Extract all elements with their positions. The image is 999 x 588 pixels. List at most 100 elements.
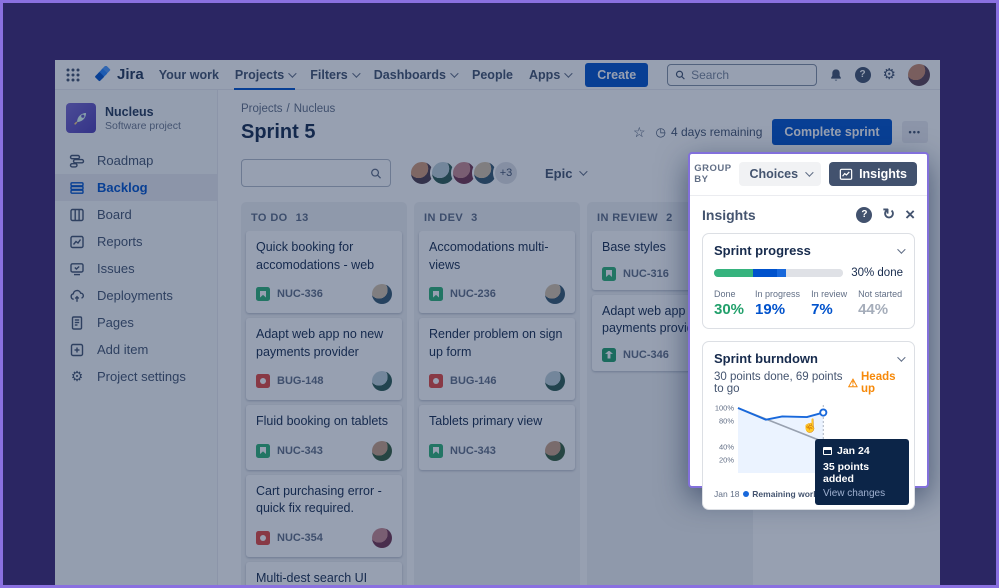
nav-item-dashboards[interactable]: Dashboards (373, 60, 459, 90)
stat-in-progress: In progress 19% (755, 289, 801, 318)
notifications-bell-icon[interactable] (829, 68, 843, 82)
project-header[interactable]: Nucleus Software project (55, 90, 217, 147)
nav-item-people[interactable]: People (472, 67, 514, 82)
calendar-icon (823, 447, 832, 455)
page-title: Sprint 5 (241, 120, 316, 143)
refresh-icon[interactable]: ↻ (882, 206, 896, 223)
search-icon (675, 70, 685, 80)
help-icon[interactable]: ? (854, 66, 871, 83)
jira-app-window: Jira Your work Projects Filters Dashboar… (55, 60, 940, 585)
issue-card[interactable]: Fluid booking on tablets NUC-343 (246, 405, 402, 470)
epic-filter-dropdown[interactable]: Epic (545, 166, 589, 181)
nav-item-your-work[interactable]: Your work (158, 67, 219, 82)
user-avatar[interactable] (908, 63, 930, 86)
create-button[interactable]: Create (585, 62, 649, 87)
backlog-icon (70, 181, 84, 194)
breadcrumb-projects[interactable]: Projects (241, 103, 283, 115)
avatar[interactable] (545, 371, 565, 391)
issue-card[interactable]: Quick booking for accomodations - web NU… (246, 231, 402, 313)
clock-icon: ◷ (655, 125, 666, 139)
global-search[interactable] (666, 63, 817, 86)
avatar-overflow-badge[interactable]: +3 (493, 160, 519, 186)
column-header: TO DO 13 (251, 212, 309, 224)
sidebar-item-backlog[interactable]: Backlog (55, 174, 217, 201)
project-type: Software project (105, 119, 181, 132)
group-by-dropdown[interactable]: Choices (739, 162, 822, 186)
burndown-subtitle: 30 points done, 69 points to go (714, 371, 843, 395)
avatar[interactable] (545, 284, 565, 304)
insights-toggle-button[interactable]: Insights (829, 162, 917, 186)
sidebar-item-add-item[interactable]: Add item (55, 336, 217, 363)
sprint-progress-bar (714, 269, 844, 277)
issue-card[interactable]: Render problem on sign up form BUG-146 (419, 318, 575, 400)
issue-card[interactable]: Adapt web app no new payments provider B… (246, 318, 402, 400)
project-avatar-rocket-icon (66, 103, 96, 133)
board-search-input[interactable] (250, 166, 371, 180)
assignee-avatars: +3 (409, 160, 519, 186)
nav-item-filters[interactable]: Filters (309, 60, 361, 90)
nav-item-apps[interactable]: Apps (528, 60, 573, 90)
story-icon (256, 443, 270, 458)
sidebar: Nucleus Software project Roadmap Backlog (55, 90, 218, 585)
issue-card[interactable]: Tablets primary view NUC-343 (419, 405, 575, 470)
sidebar-item-board[interactable]: Board (55, 201, 217, 228)
settings-gear-icon[interactable]: ⚙ (882, 66, 896, 83)
svg-text:40%: 40% (719, 443, 734, 452)
sidebar-item-roadmap[interactable]: Roadmap (55, 147, 217, 174)
heads-up-alert[interactable]: ⚠ Heads up (847, 371, 896, 395)
progress-segment-not-started (786, 269, 844, 277)
view-changes-link[interactable]: View changes (823, 488, 886, 499)
progress-stat-value: 30% (714, 301, 745, 318)
sprint-progress-card: Sprint progress 30% done Done 30% In pro… (702, 233, 915, 329)
issue-card[interactable]: Accomodations multi-views NUC-236 (419, 231, 575, 313)
star-icon[interactable]: ☆ (632, 124, 646, 140)
sidebar-item-reports[interactable]: Reports (55, 228, 217, 255)
help-icon[interactable]: ? (856, 206, 873, 223)
app-switcher-icon[interactable] (65, 67, 81, 83)
board-search[interactable] (241, 159, 391, 187)
sidebar-item-deployments[interactable]: Deployments (55, 282, 217, 309)
issue-card[interactable]: Multi-dest search UI web NUC-338 (246, 561, 402, 585)
issues-icon (70, 262, 84, 275)
column-header: IN REVIEW 2 (597, 212, 673, 224)
project-name: Nucleus (105, 104, 154, 119)
sprint-burndown-card: Sprint burndown 30 points done, 69 point… (702, 341, 915, 510)
breadcrumb: Projects / Nucleus (241, 103, 336, 115)
chevron-down-icon (805, 168, 814, 177)
breadcrumb-nucleus[interactable]: Nucleus (293, 103, 336, 115)
avatar[interactable] (372, 371, 392, 391)
stat-not-started: Not started 44% (858, 289, 903, 318)
sidebar-item-issues[interactable]: Issues (55, 255, 217, 282)
chevron-down-icon[interactable] (897, 244, 906, 254)
jira-logo-icon (95, 66, 111, 82)
more-actions-button[interactable]: ••• (901, 121, 928, 143)
nav-item-projects[interactable]: Projects (233, 60, 297, 90)
improvement-icon (602, 347, 616, 362)
board-columns: TO DO 13 Quick booking for accomodations … (241, 202, 940, 585)
avatar[interactable] (372, 527, 392, 548)
column-todo: TO DO 13 Quick booking for accomodations … (241, 202, 407, 585)
progress-segment-done (714, 269, 753, 277)
close-icon[interactable]: × (905, 205, 915, 224)
story-icon (429, 287, 443, 301)
burndown-chart: 100% 80% 40% 20% ☝ Jan 24 35 points added V… (714, 401, 909, 505)
issue-card[interactable]: Cart purchasing error - quick fix requir… (246, 474, 402, 557)
story-icon (256, 287, 270, 301)
global-search-input[interactable] (691, 67, 809, 82)
jira-logo[interactable]: Jira (95, 66, 144, 83)
progress-done-summary: 30% done (851, 267, 903, 279)
board-icon (70, 208, 84, 221)
insights-panel-controls: GROUP BY Choices Insights (690, 154, 927, 196)
avatar[interactable] (545, 440, 565, 461)
stat-done: Done 30% (714, 289, 745, 318)
sidebar-item-project-settings[interactable]: ⚙ Project settings (70, 368, 186, 384)
avatar[interactable] (372, 440, 392, 461)
avatar[interactable] (372, 284, 392, 304)
svg-text:80%: 80% (719, 417, 734, 426)
sidebar-item-pages[interactable]: Pages (55, 309, 217, 336)
progress-segment-in-progress (752, 269, 778, 277)
complete-sprint-button[interactable]: Complete sprint (772, 119, 892, 145)
chevron-down-icon[interactable] (897, 352, 906, 362)
project-settings-gear-icon: ⚙ (70, 368, 84, 384)
